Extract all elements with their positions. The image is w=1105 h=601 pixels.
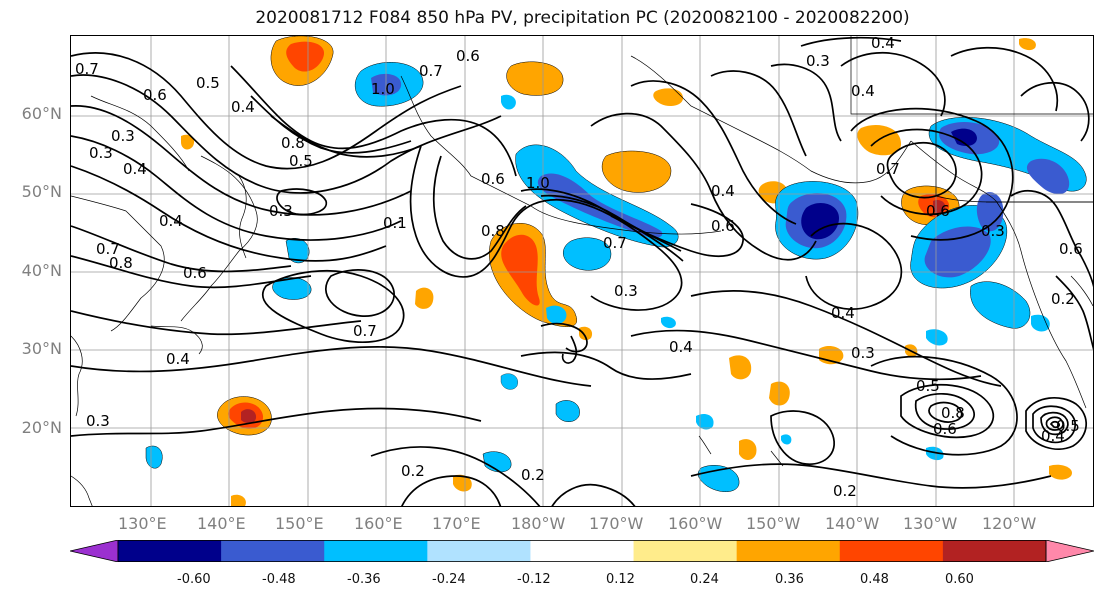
colorbar-segment	[427, 540, 531, 562]
contour-label: 0.8	[941, 404, 965, 422]
contour-label: 0.5	[916, 377, 940, 395]
lon-label-170e: 170°E	[432, 514, 481, 533]
colorbar-tick-label: -0.36	[347, 572, 381, 587]
contour-label: 0.3	[981, 222, 1005, 240]
coastlines	[71, 36, 1093, 506]
lat-label-30n: 30°N	[21, 339, 62, 358]
contour-label: 0.6	[933, 420, 957, 438]
page-title: 2020081712 F084 850 hPa PV, precipitatio…	[255, 8, 910, 28]
contour-label: 0.2	[1051, 290, 1075, 308]
contour-label: 0.6	[1059, 240, 1083, 258]
lat-label-60n: 60°N	[21, 104, 62, 123]
contour-label: 0.7	[419, 62, 443, 80]
lon-label-140w: 140°W	[825, 514, 880, 533]
colorbar-segment	[942, 540, 1047, 562]
colorbar-extend-high	[1045, 540, 1094, 562]
contour-label: 0.7	[353, 322, 377, 340]
colorbar-segment	[736, 540, 841, 562]
contour-label: 0.6	[456, 47, 480, 65]
lon-label-150w: 150°W	[746, 514, 801, 533]
colorbar-segment	[633, 540, 738, 562]
lon-label-170w: 170°W	[589, 514, 644, 533]
colorbar	[70, 540, 1094, 562]
colorbar-tick-label: 0.48	[860, 572, 889, 587]
contour-label: 0.7	[75, 60, 99, 78]
contour-label: 0.3	[806, 52, 830, 70]
lon-label-180w: 180°W	[511, 514, 566, 533]
contour-label: 0.3	[614, 282, 638, 300]
contour-label: 0.4	[166, 350, 190, 368]
precip-shading	[145, 36, 1087, 506]
contour-label: 0.3	[851, 344, 875, 362]
contour-label: 0.4	[1041, 427, 1065, 445]
colorbar-segment	[324, 540, 428, 562]
contour-label: 0.2	[401, 462, 425, 480]
contour-label: 0.4	[831, 304, 855, 322]
contour-label: 0.7	[876, 160, 900, 178]
colorbar-tick-label: 0.36	[775, 572, 804, 587]
contour-label: 0.3	[269, 202, 293, 220]
lon-label-120w: 120°W	[982, 514, 1037, 533]
contour-label: 1.0	[371, 80, 395, 98]
contour-label: 0.6	[926, 202, 950, 220]
colorbar-tick-label: 0.12	[606, 572, 635, 587]
lat-label-20n: 20°N	[21, 418, 62, 437]
contour-label: 0.4	[669, 338, 693, 356]
contour-label: 0.8	[281, 134, 305, 152]
colorbar-segment	[221, 540, 325, 562]
lon-label-160e: 160°E	[354, 514, 403, 533]
lon-label-130e: 130°E	[118, 514, 167, 533]
colorbar-tick-label: -0.12	[517, 572, 551, 587]
contour-label: 0.4	[711, 182, 735, 200]
colorbar-tick-label: -0.48	[262, 572, 296, 587]
lat-label-50n: 50°N	[21, 182, 62, 201]
colorbar-segment	[839, 540, 944, 562]
contour-label: 0.8	[481, 222, 505, 240]
contour-label: 0.5	[289, 152, 313, 170]
lat-label-40n: 40°N	[21, 261, 62, 280]
contour-label: 0.2	[833, 482, 857, 500]
contour-label: 0.7	[96, 240, 120, 258]
contour-label: 0.6	[183, 264, 207, 282]
pv-contours	[71, 36, 1093, 506]
map-panel: 0.7 0.6 0.5 0.4 0.3 0.4 0.3 0.5 0.8 0.3 …	[70, 35, 1094, 507]
colorbar-tick-label: -0.60	[177, 572, 211, 587]
colorbar-segment	[118, 540, 222, 562]
contour-label: 0.4	[123, 160, 147, 178]
contour-label: 0.4	[851, 82, 875, 100]
colorbar-tick-label: 0.24	[690, 572, 719, 587]
contour-label: 0.8	[109, 254, 133, 272]
map-canvas: 0.7 0.6 0.5 0.4 0.3 0.4 0.3 0.5 0.8 0.3 …	[71, 36, 1093, 506]
contour-label: 0.5	[196, 74, 220, 92]
colorbar-segments	[70, 540, 1094, 562]
colorbar-tick-label: 0.60	[945, 572, 974, 587]
colorbar-tick-label: -0.24	[432, 572, 466, 587]
contour-label: 1.0	[526, 174, 550, 192]
colorbar-segment	[530, 540, 635, 562]
lon-label-130w: 130°W	[903, 514, 958, 533]
lon-label-160w: 160°W	[668, 514, 723, 533]
lon-label-140e: 140°E	[197, 514, 246, 533]
contour-label: 0.3	[89, 144, 113, 162]
contour-label: 0.1	[383, 214, 407, 232]
colorbar-frame	[117, 540, 1047, 562]
contour-label: 0.4	[231, 98, 255, 116]
contour-label: 0.4	[871, 36, 895, 52]
colorbar-extend-low	[70, 540, 119, 562]
contour-labels: 0.7 0.6 0.5 0.4 0.3 0.4 0.3 0.5 0.8 0.3 …	[75, 36, 1083, 500]
contour-label: 0.5	[1056, 417, 1080, 435]
contour-label: 0.6	[143, 86, 167, 104]
contour-label: 0.3	[111, 127, 135, 145]
contour-label: 0.7	[603, 234, 627, 252]
contour-label: 0.6	[481, 170, 505, 188]
contour-label: 0.6	[711, 217, 735, 235]
contour-label: 0.4	[159, 212, 183, 230]
lon-label-150e: 150°E	[275, 514, 324, 533]
contour-label: 0.2	[521, 466, 545, 484]
contour-label: 0.3	[86, 412, 110, 430]
